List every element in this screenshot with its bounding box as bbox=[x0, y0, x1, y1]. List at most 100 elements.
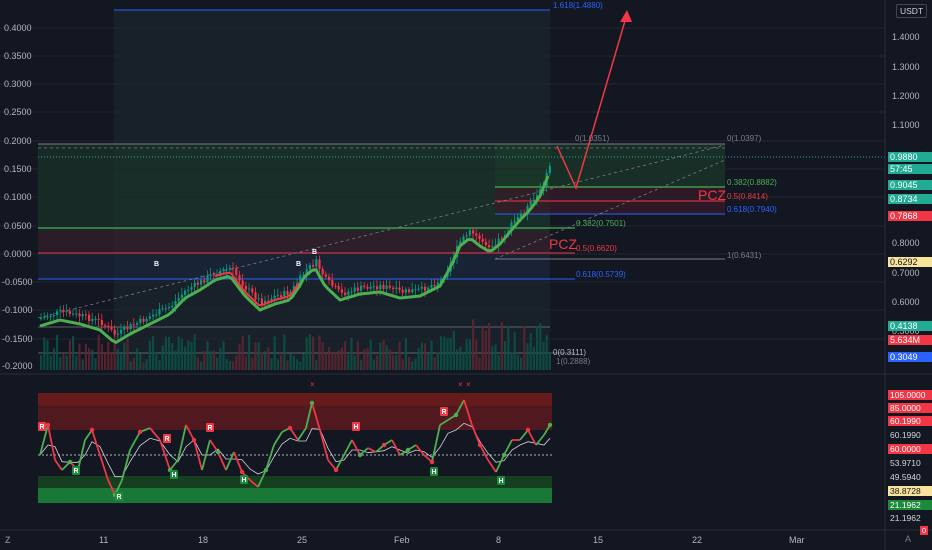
fib-zone-green bbox=[38, 144, 550, 231]
volume-bar bbox=[299, 361, 302, 370]
volume-bar bbox=[49, 355, 52, 370]
candle-body bbox=[164, 308, 167, 310]
signal-mark-box bbox=[163, 434, 171, 443]
volume-bar bbox=[337, 350, 340, 370]
signal-mark-box bbox=[170, 470, 178, 479]
left-axis-tick: 0.0500 bbox=[4, 221, 32, 231]
auto-scale-icon[interactable]: A bbox=[905, 534, 912, 544]
candle-body bbox=[132, 324, 135, 326]
candle-body bbox=[113, 329, 116, 335]
candle-body bbox=[200, 280, 203, 285]
volume-bar bbox=[155, 351, 158, 370]
osc-tick: 49.5940 bbox=[890, 472, 921, 482]
candle-body bbox=[280, 295, 283, 297]
candle-body bbox=[84, 314, 87, 316]
candle-body bbox=[257, 298, 260, 300]
volume-bar bbox=[539, 323, 542, 370]
osc-segment bbox=[257, 469, 267, 488]
candle-body bbox=[235, 268, 238, 276]
candle-body bbox=[379, 284, 382, 290]
candle-body bbox=[401, 289, 404, 293]
candle-body bbox=[78, 313, 81, 317]
volume-bar bbox=[513, 332, 516, 370]
volume-bar bbox=[462, 351, 465, 370]
candle-body bbox=[126, 327, 129, 330]
fib-label-bottom-zero: 0(0.3111) bbox=[553, 348, 586, 357]
volume-bar bbox=[468, 338, 471, 370]
candle-body bbox=[187, 289, 190, 291]
right-axis-tick: 0.5000 bbox=[892, 326, 920, 336]
right-axis-tick: 1.4000 bbox=[892, 32, 920, 42]
osc-segment bbox=[535, 434, 545, 446]
fib-zone-pink bbox=[38, 231, 550, 253]
osc-segment bbox=[527, 429, 537, 446]
volume-bar bbox=[196, 357, 199, 370]
volume-bar bbox=[548, 352, 551, 370]
osc-tick: 53.9710 bbox=[890, 458, 921, 468]
upper-fib-zone-green bbox=[495, 144, 725, 187]
signal-mark-text: R bbox=[165, 436, 170, 443]
signal-mark-text: R bbox=[208, 425, 213, 432]
volume-bar bbox=[433, 357, 436, 370]
osc-segment bbox=[319, 429, 329, 461]
candle-body bbox=[270, 298, 273, 302]
time-axis[interactable]: Z 11 18 25 Feb 8 15 22 Mar bbox=[0, 531, 885, 550]
volume-bar bbox=[523, 326, 526, 370]
tradingview-logo-icon[interactable]: Z bbox=[5, 535, 11, 545]
candle-body bbox=[337, 286, 340, 290]
candle-body bbox=[500, 238, 503, 240]
volume-bar bbox=[52, 348, 55, 370]
signal-mark-box bbox=[352, 422, 360, 431]
osc-dot bbox=[477, 442, 483, 448]
time-tick: 22 bbox=[692, 535, 703, 545]
volume-tag: 5.634M bbox=[888, 335, 932, 345]
osc-segment bbox=[233, 451, 243, 473]
volume-bar bbox=[340, 347, 343, 370]
candle-body bbox=[328, 276, 331, 281]
candle-body bbox=[395, 287, 398, 289]
osc-segment bbox=[415, 444, 425, 456]
volume-bar bbox=[395, 355, 398, 370]
osc-segment bbox=[343, 439, 353, 456]
osc-segment bbox=[91, 429, 101, 456]
osc-segment bbox=[121, 449, 131, 481]
time-tick: 18 bbox=[198, 535, 209, 545]
volume-bar bbox=[251, 357, 254, 370]
candle-body bbox=[372, 286, 375, 288]
oscillator-axis[interactable]: 105.0000 85.0000 60.1990 60.1990 60.0000… bbox=[886, 388, 932, 535]
candle-body bbox=[68, 311, 71, 315]
osc-segment bbox=[431, 424, 441, 463]
osc-dot bbox=[381, 442, 387, 448]
candle-body bbox=[520, 213, 523, 217]
candle-body bbox=[241, 280, 244, 286]
currency-badge[interactable]: USDT bbox=[896, 4, 928, 18]
candle-body bbox=[56, 311, 59, 316]
candle-body bbox=[344, 292, 347, 296]
right-price-axis[interactable]: USDT 1.4000 1.3000 1.2000 1.1000 0.8000 … bbox=[886, 0, 932, 372]
candle-body bbox=[120, 329, 123, 334]
cross-mark: × bbox=[310, 380, 315, 389]
candle-body bbox=[148, 316, 151, 319]
candle-body bbox=[376, 286, 379, 290]
volume-bar bbox=[235, 355, 238, 370]
volume-bar bbox=[267, 347, 270, 370]
candle-body bbox=[104, 325, 107, 327]
volume-bar bbox=[369, 339, 372, 370]
volume-bar bbox=[504, 341, 507, 370]
candle-body bbox=[331, 280, 334, 286]
candle-body bbox=[184, 290, 187, 295]
volume-bar bbox=[481, 325, 484, 370]
candle-body bbox=[46, 316, 49, 318]
volume-bar bbox=[318, 335, 321, 370]
osc-tick: 21.1962 bbox=[890, 513, 921, 523]
signal-mark-text: H bbox=[242, 477, 247, 484]
candle-body bbox=[488, 245, 491, 248]
left-price-axis[interactable]: 0.4000 0.3500 0.3000 0.2500 0.2000 0.150… bbox=[0, 0, 36, 371]
candle-body bbox=[497, 238, 500, 246]
candle-body bbox=[340, 289, 343, 293]
osc-dot bbox=[89, 427, 95, 433]
candle-body bbox=[510, 222, 513, 231]
volume-bar bbox=[244, 356, 247, 370]
candle-body bbox=[222, 269, 225, 271]
